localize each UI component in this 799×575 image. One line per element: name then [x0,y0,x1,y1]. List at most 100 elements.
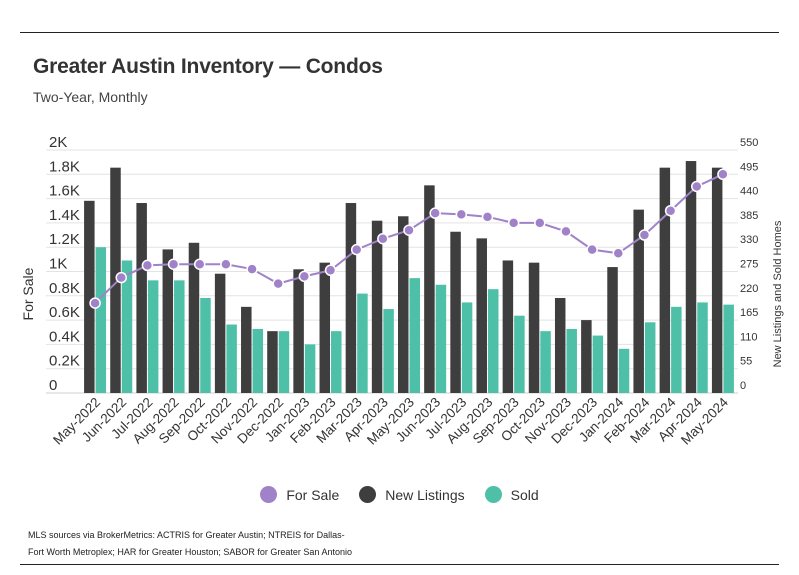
bar-new-listings [188,242,200,393]
left-tick-label: 0 [49,377,57,394]
bar-sold [566,328,577,393]
bar-new-listings [607,267,618,393]
bar-sold [435,284,447,393]
bar-new-listings [162,249,174,393]
bar-new-listings [319,262,331,393]
bar-new-listings [554,298,566,393]
bar-new-listings [398,216,409,393]
left-tick-label: 0.6K [49,304,80,321]
legend-label-for-sale: For Sale [286,486,340,503]
legend-item-for-sale[interactable]: For Sale [260,486,339,503]
bar-new-listings [267,331,278,393]
point-for-sale [377,232,389,245]
bar-new-listings [241,306,252,393]
bar-sold [618,348,630,393]
point-for-sale [167,258,180,270]
bar-sold [278,331,290,393]
right-tick-label: 0 [740,380,746,392]
point-for-sale [638,229,651,241]
point-for-sale [534,217,546,229]
legend-swatch-sold [484,486,502,503]
point-for-sale [324,264,337,277]
bar-sold [121,260,133,393]
bar-new-listings [136,203,147,393]
legend-item-new-listings[interactable]: New Listings [359,486,465,503]
bar-sold [671,306,682,393]
right-tick-label: 110 [740,331,758,343]
point-for-sale [717,168,729,181]
source-note: MLS sources via BrokerMetrics: ACTRIS fo… [28,530,352,557]
left-tick-label: 0.8K [49,280,80,297]
right-tick-label: 385 [740,210,758,222]
bar-new-listings [528,262,540,393]
bar-new-listings [633,209,644,393]
chart-title: Greater Austin Inventory — Condos [33,55,383,78]
bar-new-listings [659,167,671,393]
bar-sold [174,280,185,393]
legend-label-sold: Sold [510,486,539,503]
point-for-sale [612,247,625,260]
bar-new-listings [581,320,592,393]
legend-label-new-listings: New Listings [385,486,465,503]
bar-sold [304,344,316,393]
legend-swatch-for-sale [260,486,278,503]
bar-sold [226,324,237,393]
point-for-sale [455,208,468,221]
point-for-sale [220,258,232,270]
bar-new-listings [476,238,487,393]
point-for-sale [691,180,703,193]
bar-sold [252,328,264,393]
bar-sold [409,278,420,393]
point-for-sale [507,217,520,229]
bar-sold [644,322,656,393]
legend-item-sold[interactable]: Sold [484,486,539,503]
right-tick-label: 55 [740,356,752,368]
bar-sold [592,335,604,393]
bar-sold [147,280,159,393]
bar-new-listings [502,260,514,393]
bar-sold [383,309,394,393]
left-tick-label: 0.2K [49,353,80,370]
left-tick-label: 1K [49,256,67,273]
point-for-sale [141,259,154,272]
point-for-sale [586,243,598,256]
point-for-sale [481,211,494,223]
bar-new-listings [371,220,383,393]
bar-new-listings [110,167,121,393]
bar-sold [540,331,551,393]
point-for-sale [403,224,415,236]
point-for-sale [298,270,311,283]
right-axis-title: New Listings and Sold Homes [772,220,784,367]
point-for-sale [193,258,206,270]
chart-plot: 0 0.2K 0.4K 0.6K 0.8K 1K 1.2K 1.4K 1.6K 1.8K 2K 0 55… [20,134,784,448]
left-tick-label: 1.2K [49,231,80,248]
right-tick-label: 330 [740,234,758,246]
point-for-sale [350,243,363,256]
left-tick-label: 0.4K [49,328,80,345]
right-tick-label: 440 [740,186,758,198]
bar-sold [200,298,211,393]
left-tick-label: 1.6K [49,183,80,200]
bar-new-listings [84,200,95,393]
left-tick-label: 2K [49,134,67,151]
point-for-sale [272,277,284,290]
bar-sold [514,315,525,393]
bar-sold [461,302,473,393]
left-tick-label: 1.4K [49,207,80,224]
bar-sold [487,289,499,393]
point-for-sale [429,207,441,219]
bar-sold [331,331,342,393]
bar-new-listings [711,167,723,393]
point-for-sale [664,205,677,217]
right-tick-label: 275 [740,259,758,271]
bar-sold [697,302,708,393]
right-tick-label: 220 [740,283,758,295]
bar-new-listings [450,231,461,393]
point-for-sale [246,263,258,275]
right-tick-label: 495 [740,161,758,173]
bar-sold [357,293,368,393]
legend: For Sale New Listings Sold [0,486,799,503]
point-for-sale [89,297,101,309]
point-for-sale [115,271,127,284]
bar-new-listings [424,185,435,393]
